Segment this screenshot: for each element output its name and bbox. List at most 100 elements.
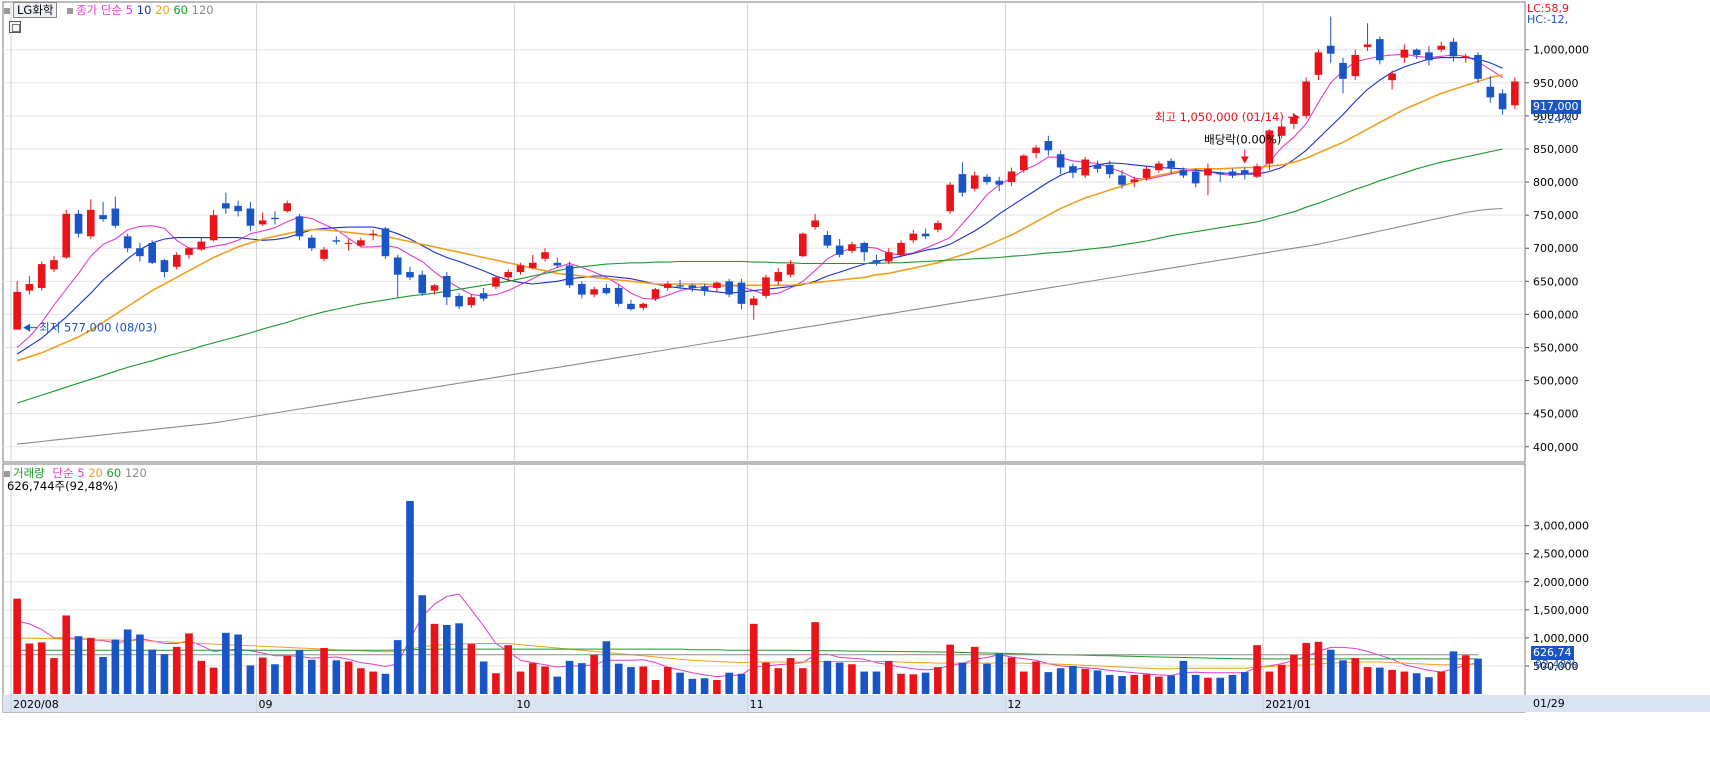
volume-bar <box>246 665 255 694</box>
volume-bar <box>1130 674 1139 694</box>
volume-bar <box>970 646 979 694</box>
volume-bar <box>983 663 991 694</box>
volume-bar <box>749 623 758 694</box>
last-volume-pct: 92,48% <box>1535 658 1577 671</box>
price-tick-label: 950,000 <box>1533 77 1579 90</box>
x-tick-label: 12 <box>1007 698 1021 711</box>
volume-bar <box>774 668 783 694</box>
grid-toggle-icon[interactable] <box>9 21 21 33</box>
volume-bar <box>160 654 169 694</box>
price-tick-label: 500,000 <box>1533 375 1579 388</box>
volume-bar <box>455 623 463 694</box>
candle-body <box>74 213 83 234</box>
candle-body <box>123 236 132 249</box>
volume-bar <box>222 632 230 694</box>
volume-bar <box>492 673 500 694</box>
high-arrow-icon <box>1292 113 1300 122</box>
volume-bar <box>700 678 709 694</box>
volume-bar <box>1388 669 1396 694</box>
candle-body <box>848 244 856 251</box>
volume-bar <box>1412 673 1421 694</box>
volume-bar <box>283 655 292 694</box>
volume-bar <box>1339 660 1347 694</box>
volume-bar <box>369 671 377 694</box>
volume-bar <box>62 615 71 694</box>
candle-body <box>774 272 783 282</box>
ma-period-120: 120 <box>191 3 214 17</box>
volume-bar <box>393 640 402 694</box>
candle-body <box>934 223 942 230</box>
price-tick-label: 700,000 <box>1533 242 1579 255</box>
candle-body <box>1191 171 1200 184</box>
volume-bar <box>467 644 476 694</box>
candle-body <box>1425 52 1433 61</box>
candle-body <box>320 249 328 259</box>
ma-legend-label: 종가 단순 <box>76 3 123 17</box>
candle-body <box>393 257 402 275</box>
candle-body <box>1474 55 1482 79</box>
price-panel-frame <box>2 1 1526 463</box>
x-tick-label: 11 <box>750 698 764 711</box>
candle-body <box>983 176 991 183</box>
candle-body <box>1388 73 1396 81</box>
candle-body <box>897 242 905 255</box>
candle-body <box>1326 45 1335 54</box>
volume-bar <box>1019 671 1028 694</box>
volume-bar <box>1179 660 1188 694</box>
candle-body <box>332 240 341 242</box>
candle-body <box>1142 168 1151 179</box>
volume-bar <box>74 636 83 694</box>
volume-tick-label: 3,000,000 <box>1533 520 1589 533</box>
candle-body <box>1486 86 1495 98</box>
candle-body <box>958 174 967 193</box>
candle-body <box>234 205 242 212</box>
volume-bar <box>1240 672 1249 694</box>
volume-bar <box>1314 641 1323 694</box>
volume-bar <box>578 663 586 694</box>
candle-body <box>1253 166 1261 177</box>
volume-bar <box>614 663 623 694</box>
volume-ma-line-20 <box>17 637 1478 670</box>
candle-body <box>1044 141 1053 151</box>
volume-bar <box>713 679 721 694</box>
last-price-badge: 917,000 <box>1531 100 1581 114</box>
candle-body <box>369 233 377 235</box>
volume-bar <box>258 657 267 694</box>
candle-body <box>381 228 390 257</box>
volume-bar <box>835 662 844 694</box>
volume-bar <box>1351 658 1360 694</box>
volume-bar <box>921 672 930 694</box>
candle-body <box>185 248 193 255</box>
volume-bar <box>1363 667 1372 694</box>
candle-body <box>786 264 795 275</box>
x-tick-label: 10 <box>516 698 530 711</box>
candle-body <box>1130 179 1139 183</box>
volume-bar <box>123 629 132 694</box>
candle-body <box>602 287 611 294</box>
candle-body <box>197 241 206 250</box>
stock-name-tag[interactable]: LG화학 <box>13 2 58 18</box>
volume-ma-line-5 <box>16 593 1479 678</box>
candle-body <box>663 283 672 288</box>
candle-body <box>516 265 525 273</box>
volume-bar <box>1425 677 1433 694</box>
x-axis-band <box>3 695 1525 712</box>
candle-body <box>1400 49 1409 58</box>
candle-body <box>13 291 21 330</box>
volume-bar <box>136 634 144 694</box>
candle-body <box>160 260 169 273</box>
volume-tick-label: 2,500,000 <box>1533 548 1589 561</box>
high-annotation: 최고 1,050,000 (01/14) <box>1155 110 1284 124</box>
candle-body <box>258 220 267 225</box>
vol-ma-period-60: 60 <box>106 466 122 480</box>
volume-bar <box>909 674 918 694</box>
candle-body <box>295 216 304 237</box>
candle-body <box>578 283 586 295</box>
candle-body <box>271 217 279 220</box>
volume-bar <box>295 650 304 694</box>
candle-body <box>1363 44 1372 48</box>
volume-bar <box>958 662 967 694</box>
volume-bar <box>553 676 562 694</box>
volume-bar <box>37 642 46 694</box>
